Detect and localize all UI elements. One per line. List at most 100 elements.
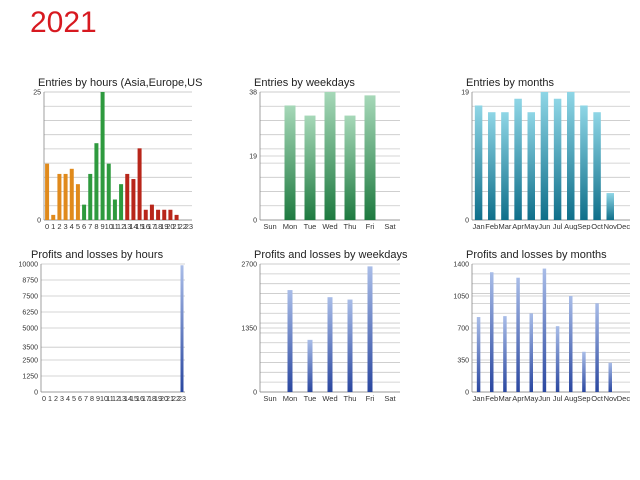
chart-title: Entries by months — [466, 77, 555, 89]
bar — [476, 317, 481, 392]
y-tick-label: 5000 — [22, 326, 38, 333]
chart-title: Profits and losses by weekdays — [254, 249, 408, 261]
x-tick-label: 10 — [105, 222, 113, 230]
x-tick-label: Jun — [538, 222, 550, 230]
chart-title: Entries by weekdays — [254, 77, 355, 89]
x-tick-label: 7 — [84, 394, 88, 403]
bar — [503, 316, 507, 392]
bar — [100, 92, 105, 220]
x-tick-label: May — [524, 394, 538, 403]
x-tick-label: Fri — [366, 222, 375, 230]
bar — [527, 112, 535, 220]
x-tick-label: Apr — [512, 222, 524, 230]
y-tick-label: 10000 — [19, 262, 39, 269]
x-tick-label: 6 — [82, 222, 86, 230]
y-tick-label: 1400 — [453, 262, 469, 269]
bar — [162, 209, 167, 220]
x-tick-label: 14 — [124, 394, 132, 403]
chart-entries-weekdays: Entries by weekdays 0 19 38 Sun Mon Tue Wed Thu F… — [249, 77, 400, 230]
x-tick-label: Thu — [344, 222, 357, 230]
chart-entries-weekdays-panel: Entries by weekdays 0 19 38 Sun Mon Tue Wed Thu F… — [228, 70, 418, 230]
bar — [606, 193, 614, 220]
x-tick-label: 8 — [94, 222, 98, 230]
x-tick-label: Aug — [564, 222, 577, 230]
x-tick-label: 20 — [166, 222, 174, 230]
bar — [567, 92, 575, 220]
x-tick-label: 5 — [76, 222, 80, 230]
x-tick-label: 14 — [129, 222, 137, 230]
x-tick-label: Sat — [384, 222, 396, 230]
bar — [149, 204, 154, 220]
bar — [542, 268, 547, 392]
y-tick-label: 700 — [457, 326, 469, 333]
x-tick-label: Jun — [538, 394, 550, 403]
bar — [490, 272, 494, 392]
x-tick-label: Mon — [283, 394, 298, 403]
x-tick-label: Dec — [617, 222, 631, 230]
bar — [474, 105, 483, 220]
bar — [63, 173, 68, 220]
y-tick-label: 1250 — [22, 374, 38, 381]
chart-title: Profits and losses by months — [466, 249, 607, 261]
x-tick-label: 5 — [72, 394, 76, 403]
x-tick-label: Jul — [553, 222, 563, 230]
y-tick-label: 0 — [465, 390, 469, 397]
y-tick-label: 19 — [461, 90, 469, 97]
x-tick-label: 21 — [172, 222, 180, 230]
bar — [125, 173, 130, 220]
bar — [75, 184, 80, 220]
x-tick-label: 20 — [160, 394, 168, 403]
bar — [180, 265, 184, 392]
bar — [137, 148, 142, 220]
x-tick-label: May — [524, 222, 538, 230]
bar — [304, 115, 316, 220]
x-tick-label: Jan — [473, 222, 485, 230]
chart-entries-months: Entries by months 0 19 Jan Feb Mar Apr May Jun Ju… — [461, 77, 631, 230]
y-tick-label: 6250 — [22, 310, 38, 317]
bar — [94, 143, 99, 220]
x-tick-label: 11 — [106, 394, 113, 403]
bar — [555, 326, 560, 392]
x-tick-label: Oct — [591, 394, 604, 403]
bar — [580, 105, 588, 220]
y-tick-label: 2500 — [22, 358, 38, 365]
x-tick-label: 13 — [118, 394, 126, 403]
bar — [529, 313, 533, 392]
x-tick-label: Jan — [473, 394, 485, 403]
bar — [367, 266, 373, 392]
x-tick-label: 9 — [96, 394, 100, 403]
bar — [344, 115, 356, 220]
y-tick-label: 0 — [465, 218, 469, 225]
bar — [131, 179, 136, 220]
x-tick-label: 8 — [90, 394, 94, 403]
bar — [69, 168, 74, 220]
x-tick-label: Nov — [604, 394, 618, 403]
bar — [156, 209, 161, 220]
chart-profits-months: Profits and losses by months 0 350 700 1050 1… — [453, 249, 630, 403]
bar — [514, 98, 522, 220]
y-tick-label: 0 — [253, 218, 257, 225]
bar — [595, 303, 599, 392]
x-tick-label: Tue — [304, 222, 317, 230]
x-tick-label: 1 — [48, 394, 52, 403]
chart-profits-hours: Profits and losses by hours0125025003500… — [19, 249, 186, 403]
y-tick-label: 7500 — [22, 294, 38, 301]
bar — [582, 351, 586, 392]
bar — [569, 296, 573, 392]
x-tick-label: 7 — [88, 222, 92, 230]
x-tick-label: Wed — [322, 394, 337, 403]
x-tick-label: 12 — [112, 394, 120, 403]
x-tick-label: 18 — [154, 222, 162, 230]
x-tick-label: 23 — [185, 222, 193, 230]
x-tick-label: Sep — [577, 222, 590, 230]
x-tick-label: 19 — [154, 394, 162, 403]
y-tick-label: 38 — [249, 90, 257, 97]
x-tick-label: Nov — [604, 222, 618, 230]
x-tick-label: Aug — [564, 394, 577, 403]
bar — [45, 163, 50, 220]
x-tick-label: Tue — [304, 394, 317, 403]
bar — [516, 277, 520, 392]
x-tick-label: 3 — [63, 222, 67, 230]
bar — [540, 92, 549, 220]
y-tick-label: 0 — [37, 218, 41, 225]
